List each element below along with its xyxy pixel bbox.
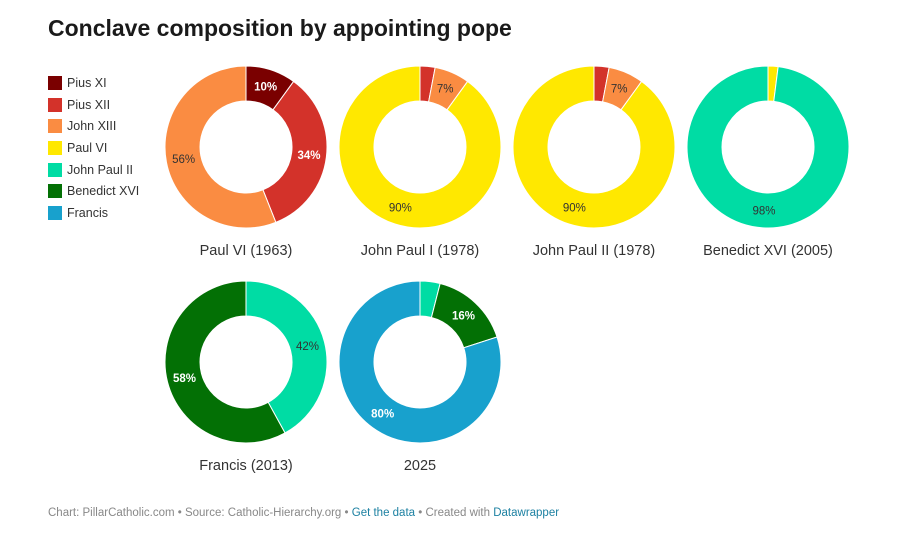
slice-label: 58% [173,373,196,385]
slice-label: 56% [172,154,195,166]
legend-item: John XIII [48,115,139,137]
legend-item: John Paul II [48,159,139,181]
slice-label: 16% [452,311,475,323]
donut-caption: John Paul I (1978) [361,243,480,259]
slice-label: 90% [389,202,412,214]
footer-created: • Created with [415,507,494,519]
donut-chart: 10% 34% 56% Paul VI (1963) [164,65,328,259]
legend-label: Pius XI [67,75,107,90]
donut-slice [686,65,850,229]
donut-slice [338,280,502,444]
legend-item: Paul VI [48,137,139,159]
legend-swatch [48,140,62,155]
legend-label: Pius XII [67,97,111,112]
legend-swatch [48,162,62,177]
legend-item: Pius XII [48,94,139,116]
legend-swatch [48,119,62,134]
datawrapper-link[interactable]: Datawrapper [493,507,560,519]
legend-swatch [48,75,62,90]
slice-label: 34% [297,150,320,162]
slice-label: 80% [371,408,394,420]
donut-chart: 16% 80% 2025 [338,280,502,474]
legend-label: John XIII [67,119,117,134]
footer: Chart: PillarCatholic.com • Source: Cath… [48,507,559,519]
slice-label: 98% [752,205,775,217]
donut-caption: Francis (2013) [199,458,292,474]
donut-slice [262,80,328,223]
donut-slice [338,65,502,229]
slice-label: 10% [254,82,277,94]
legend-label: Benedict XVI [67,184,140,199]
slice-label: 7% [437,84,454,96]
legend-item: Pius XI [48,72,139,94]
donut-chart: 42% 58% Francis (2013) [164,280,328,474]
donut-caption: 2025 [404,458,436,474]
donut-caption: John Paul II (1978) [533,243,656,259]
legend-item: Benedict XVI [48,180,139,202]
donut-chart: 7% 90% John Paul II (1978) [512,65,676,259]
legend-label: John Paul II [67,162,134,177]
footer-credit: Chart: PillarCatholic.com • Source: Cath… [48,507,352,519]
donut-chart: 7% 90% John Paul I (1978) [338,65,502,259]
legend-swatch [48,205,62,220]
legend-item: Francis [48,202,139,224]
legend-swatch [48,97,62,112]
slice-label: 7% [611,84,628,96]
donut-caption: Paul VI (1963) [200,243,293,259]
slice-label: 42% [296,341,319,353]
donut-chart: 98% Benedict XVI (2005) [686,65,850,259]
legend-label: Francis [67,205,108,220]
donut-caption: Benedict XVI (2005) [703,243,833,259]
legend-label: Paul VI [67,140,108,155]
donut-slice [245,280,328,434]
legend: Pius XI Pius XII John XIII Paul VI John Paul… [48,72,139,224]
get-data-link[interactable]: Get the data [351,507,416,519]
donut-slice [164,65,277,229]
donut-slice [164,280,286,444]
donut-slice [512,65,676,229]
chart-title: Conclave composition by appointing pope [48,15,512,41]
legend-swatch [48,184,62,199]
slice-label: 90% [563,202,586,214]
